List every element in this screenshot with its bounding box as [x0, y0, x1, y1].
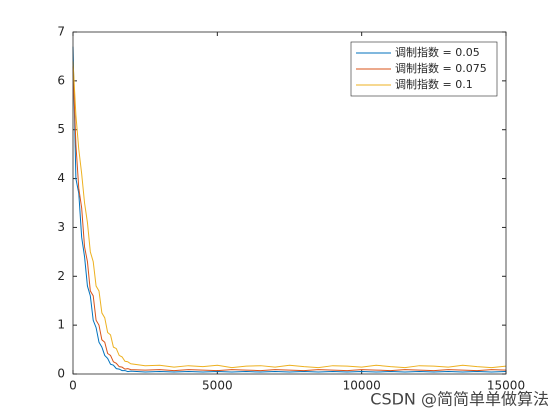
- axes-box: [72, 31, 507, 375]
- y-tick-label: 0: [57, 367, 65, 381]
- x-tick-label: 10000: [343, 379, 381, 393]
- legend-label: 调制指数 = 0.075: [395, 61, 487, 75]
- y-tick-label: 5: [57, 122, 65, 136]
- legend-label: 调制指数 = 0.1: [395, 77, 473, 91]
- y-tick-label: 7: [57, 25, 65, 39]
- series-line: [72, 61, 507, 369]
- y-tick-label: 4: [57, 171, 65, 185]
- series-line: [72, 66, 507, 372]
- x-tick-label: 15000: [487, 379, 525, 393]
- legend-box: [350, 41, 498, 97]
- x-tick-label: 0: [69, 379, 77, 393]
- x-tick-label: 5000: [202, 379, 233, 393]
- legend-label: 调制指数 = 0.05: [395, 45, 480, 59]
- y-tick-label: 3: [57, 220, 65, 234]
- y-tick-label: 6: [57, 73, 65, 87]
- y-tick-label: 1: [57, 318, 65, 332]
- watermark: CSDN @简简单单做算法: [370, 390, 549, 409]
- series-line: [72, 46, 507, 373]
- y-tick-label: 2: [57, 269, 65, 283]
